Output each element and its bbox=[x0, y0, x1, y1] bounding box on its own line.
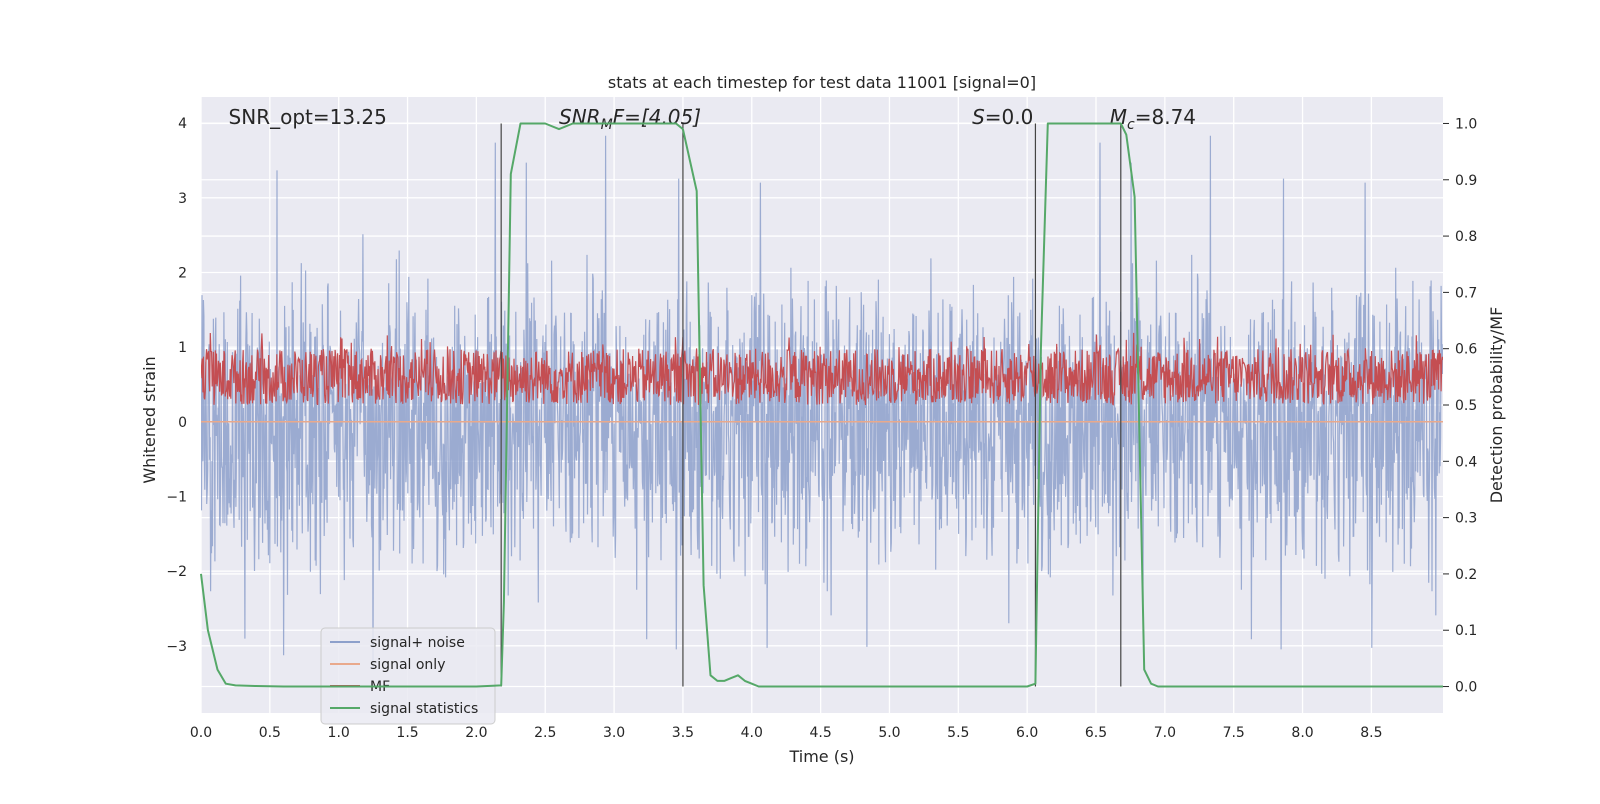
y-left-tick-label: 3 bbox=[178, 191, 187, 207]
mc-value: =8.74 bbox=[1135, 105, 1196, 129]
vertical-markers bbox=[500, 123, 1122, 687]
legend-box bbox=[320, 627, 496, 725]
x-tick-label: 6.0 bbox=[1016, 725, 1038, 741]
y-right-tick-label: 0.8 bbox=[1455, 229, 1477, 245]
y-left-tick-label: 4 bbox=[178, 116, 187, 132]
y-left-tick-label: 0 bbox=[178, 415, 187, 431]
ticks: 0.0 0.5 1.0 1.5 2.0 2.5 3.0 3.5 4.0 4.5 5.0 5.5 6.0 6… bbox=[166, 116, 1477, 741]
series-mf bbox=[201, 332, 1443, 406]
y-right-tick-label: 0.1 bbox=[1455, 623, 1477, 639]
y-left-tick-label: −3 bbox=[166, 639, 187, 655]
y-left-tick-label: 1 bbox=[178, 340, 187, 356]
x-tick-label: 0.0 bbox=[190, 725, 212, 741]
x-tick-label: 1.5 bbox=[396, 725, 418, 741]
x-tick-label: 7.0 bbox=[1154, 725, 1176, 741]
y-left-tick-label: 2 bbox=[178, 265, 187, 281]
mc-subscript: c bbox=[1127, 117, 1135, 133]
y-right-tick-label: 0.6 bbox=[1455, 342, 1477, 358]
series-layer bbox=[201, 135, 1443, 670]
snr-mf-value: F=[4.05] bbox=[613, 105, 701, 129]
x-tick-label: 3.0 bbox=[603, 725, 625, 741]
legend-label: signal only bbox=[370, 657, 445, 673]
x-tick-label: 8.0 bbox=[1291, 725, 1313, 741]
x-tick-label: 5.0 bbox=[878, 725, 900, 741]
x-tick-label: 2.5 bbox=[534, 725, 556, 741]
y-right-tick-label: 0.5 bbox=[1455, 398, 1477, 414]
y-left-tick-label: −2 bbox=[166, 564, 187, 580]
x-tick-label: 5.5 bbox=[947, 725, 969, 741]
y-right-tick-label: 0.0 bbox=[1455, 680, 1477, 696]
mc-symbol: M bbox=[1110, 105, 1127, 129]
x-tick-label: 4.5 bbox=[809, 725, 831, 741]
x-tick-label: 2.0 bbox=[465, 725, 487, 741]
y-right-tick-label: 1.0 bbox=[1455, 116, 1477, 132]
x-tick-label: 6.5 bbox=[1085, 725, 1107, 741]
y-right-tick-label: 0.4 bbox=[1455, 454, 1477, 470]
y-right-tick-label: 0.7 bbox=[1455, 285, 1477, 301]
snr-mf-subscript: M bbox=[601, 117, 613, 133]
x-tick-label: 0.5 bbox=[259, 725, 281, 741]
x-axis-label: Time (s) bbox=[788, 747, 854, 766]
chart-title: stats at each timestep for test data 110… bbox=[608, 73, 1036, 92]
x-tick-label: 1.0 bbox=[328, 725, 350, 741]
annotations: SNR_opt=13.25 SNRMF=[4.05] S=0.0 Mc=8.74 bbox=[229, 105, 1197, 133]
annotation-snr-opt: SNR_opt=13.25 bbox=[229, 105, 387, 129]
snr-mf-symbol: SNR bbox=[559, 105, 601, 129]
x-tick-label: 7.5 bbox=[1223, 725, 1245, 741]
y-right-tick-label: 0.3 bbox=[1455, 511, 1477, 527]
series-signal-statistics bbox=[200, 122, 1443, 688]
x-tick-label: 4.0 bbox=[741, 725, 763, 741]
x-tick-label: 3.5 bbox=[672, 725, 694, 741]
y-axis-label-right: Detection probability/MF bbox=[1487, 307, 1506, 504]
series-signal-noise bbox=[201, 135, 1443, 670]
legend-label: signal statistics bbox=[370, 701, 478, 717]
y-right-tick-label: 0.9 bbox=[1455, 173, 1477, 189]
y-left-tick-label: −1 bbox=[166, 489, 187, 505]
s-symbol: S bbox=[972, 105, 985, 129]
s-value: =0.0 bbox=[985, 105, 1034, 129]
y-axis-label-left: Whitened strain bbox=[140, 356, 159, 483]
x-tick-label: 8.5 bbox=[1360, 725, 1382, 741]
annotation-snr-mf: SNRMF=[4.05] bbox=[559, 105, 701, 133]
y-right-tick-label: 0.2 bbox=[1455, 567, 1477, 583]
legend-label: signal+ noise bbox=[370, 635, 465, 651]
annotation-s: S=0.0 bbox=[972, 105, 1033, 129]
